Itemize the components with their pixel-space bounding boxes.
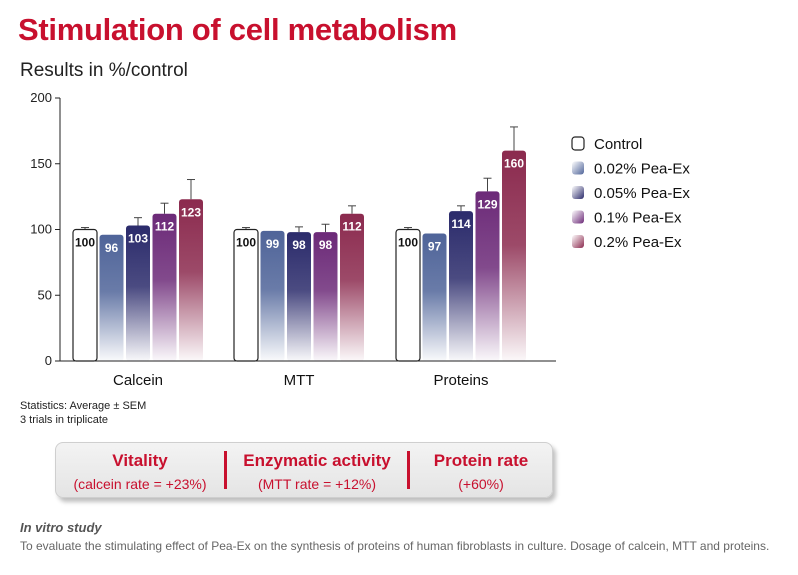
bar-calcein-2 [126,225,150,361]
legend-swatch [572,210,584,224]
summary-divider [407,451,410,489]
y-tick-label: 100 [30,222,52,237]
summary-detail: (calcein rate = +23%) [73,476,207,492]
legend-label: 0.1% Pea-Ex [594,210,682,227]
bar-value-label: 98 [292,238,306,252]
summary-heading: Vitality [112,451,168,470]
study-description: To evaluate the stimulating effect of Pe… [20,539,770,553]
bar-mtt-0 [233,228,259,362]
bar-value-label: 112 [155,220,175,234]
summary-heading: Protein rate [433,451,529,470]
y-tick-label: 50 [38,287,52,302]
bar-value-label: 99 [266,237,280,251]
bar-proteins-1 [422,233,447,361]
x-category-label: MTT [284,372,315,389]
legend-swatch [572,235,584,248]
legend-label: 0.02% Pea-Ex [594,161,690,178]
bar-chart: 0 50 100 150 200 100 96 103 112 123 Calcein 100 99 98… [30,90,690,389]
study-title: In vitro study [20,520,102,535]
bar-calcein-0 [72,228,98,362]
x-category-label: Calcein [113,372,163,389]
summary-detail: (MTT rate = +12%) [257,476,376,492]
legend-swatch [572,186,584,199]
bar-calcein-4 [179,199,203,361]
bar-value-label: 114 [451,217,471,231]
legend-swatch [571,136,585,151]
x-category-label: Proteins [433,372,488,389]
bar-value-label: 100 [75,236,95,250]
bar-value-label: 98 [319,238,333,252]
bar-mtt-3 [313,232,338,361]
bar-proteins-0 [395,228,421,362]
summary-enzymatic-activity: Enzymatic activity (MTT rate = +12%) [227,443,407,497]
summary-vitality: Vitality (calcein rate = +23%) [56,443,224,497]
bar-mtt-4 [340,213,364,361]
bar-value-label: 129 [477,197,497,211]
bar-mtt-1 [260,230,285,361]
y-tick-label: 200 [30,90,52,105]
bar-value-label: 112 [342,220,362,234]
legend-swatch [572,161,584,175]
summary-heading: Enzymatic activity [243,451,391,470]
statistics-line-1: Statistics: Average ± SEM [20,400,147,412]
bar-value-label: 100 [398,236,418,250]
summary-detail: (+60%) [458,476,504,492]
bar-proteins-2 [449,211,473,361]
bar-value-label: 103 [128,232,148,246]
bar-value-label: 160 [504,157,524,171]
summary-box: Vitality (calcein rate = +23%) Enzymatic… [55,442,553,498]
statistics-line-2: 3 trials in triplicate [20,414,109,426]
summary-divider [224,451,227,489]
statistics-note: Statistics: Average ± SEM 3 trials in tr… [20,399,146,427]
bar-value-label: 123 [181,205,201,219]
y-tick-label: 0 [45,353,52,368]
summary-protein-rate: Protein rate (+60%) [410,443,552,497]
bar-value-label: 100 [236,236,256,250]
bar-mtt-2 [287,232,311,361]
chart-subtitle: Results in %/control [20,60,188,81]
bar-calcein-3 [152,213,177,361]
bar-proteins-3 [475,191,500,361]
bar-calcein-1 [99,234,124,361]
bar-value-label: 97 [428,239,442,253]
legend-label: 0.2% Pea-Ex [594,234,682,251]
legend-label: 0.05% Pea-Ex [594,185,690,202]
page-title: Stimulation of cell metabolism [18,12,457,47]
bar-value-label: 96 [105,241,119,255]
legend-label: Control [594,136,642,153]
bar-proteins-4 [502,150,526,361]
y-tick-label: 150 [30,156,52,171]
